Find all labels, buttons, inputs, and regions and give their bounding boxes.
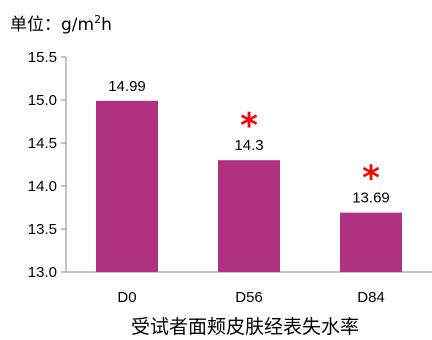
y-tick-label: 13.5	[28, 221, 57, 238]
y-tick-label: 15.5	[28, 49, 57, 66]
bar-d56	[218, 160, 280, 272]
y-tick-label: 14.0	[28, 178, 57, 195]
y-tick-label: 14.5	[28, 135, 57, 152]
unit-label: 单位：g/m2h	[10, 13, 112, 35]
y-tick-label: 13.0	[28, 264, 57, 281]
data-label-group: 14.99 14.3 13.69	[108, 78, 390, 207]
category-label-d56: D56	[235, 289, 263, 306]
y-tick-group: 13.0 13.5 14.0 14.5 15.0 15.5	[28, 49, 66, 281]
bar-d0	[96, 100, 158, 272]
category-label-group: D0 D56 D84	[117, 289, 384, 306]
data-label-d56: 14.3	[234, 137, 263, 154]
category-label-d0: D0	[117, 289, 136, 306]
y-tick-label: 15.0	[28, 92, 57, 109]
data-label-d0: 14.99	[108, 78, 146, 95]
unit-suffix: h	[101, 15, 112, 35]
category-label-d84: D84	[357, 289, 385, 306]
bar-group	[96, 100, 402, 272]
x-axis-title: 受试者面颊皮肤经表失水率	[131, 316, 359, 338]
data-label-d84: 13.69	[352, 190, 390, 207]
significance-star-d84: *	[362, 159, 380, 199]
significance-marker-group: **	[240, 106, 380, 198]
bar-d84	[340, 212, 402, 272]
significance-star-d56: *	[240, 106, 258, 146]
unit-prefix: 单位：g/m	[10, 15, 94, 35]
unit-superscript: 2	[94, 13, 101, 26]
